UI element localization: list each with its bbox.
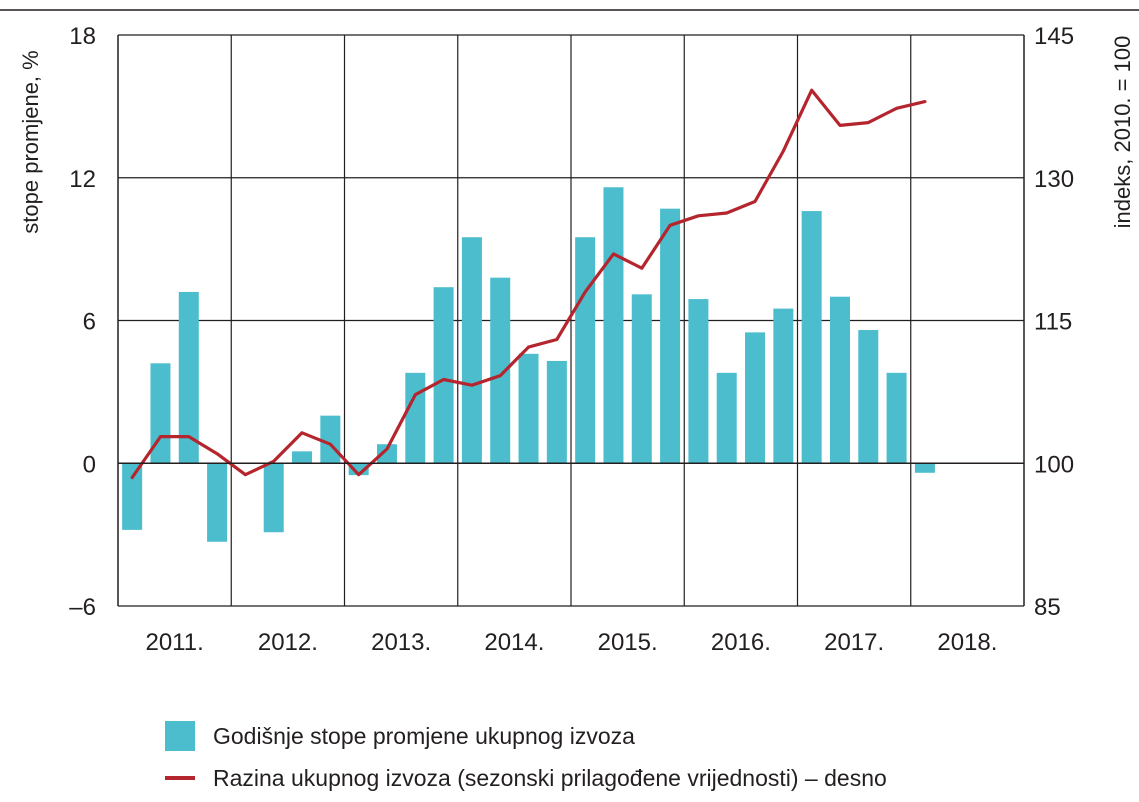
bar-20 bbox=[660, 208, 681, 464]
bar-1 bbox=[122, 463, 143, 530]
bar-18 bbox=[603, 187, 624, 464]
bar-9 bbox=[348, 463, 369, 476]
x-tick-label: 2013. bbox=[371, 629, 431, 656]
x-tick-label: 2014. bbox=[484, 629, 544, 656]
x-tick-label: 2016. bbox=[711, 629, 771, 656]
legend-item-bars: Godišnje stope promjene ukupnog izvoza bbox=[165, 718, 887, 754]
bar-7 bbox=[292, 451, 313, 464]
bar-29 bbox=[914, 463, 935, 473]
plot-frame bbox=[117, 35, 1025, 606]
y-right-tick-label: 145 bbox=[1034, 23, 1074, 50]
x-tick-label: 2017. bbox=[824, 629, 884, 656]
bar-8 bbox=[320, 415, 341, 464]
bar-28 bbox=[886, 372, 907, 464]
y-left-tick-label: 18 bbox=[69, 23, 96, 50]
y-right-tick-label: 85 bbox=[1034, 594, 1061, 621]
bar-21 bbox=[688, 299, 709, 464]
bar-26 bbox=[829, 296, 850, 464]
bar-2 bbox=[150, 363, 171, 464]
gridlines bbox=[118, 34, 1024, 607]
tick-labels: 18 12 6 0 –6 145 130 115 100 85 2011. 2012. 2013. 201… bbox=[69, 23, 1074, 656]
legend-label-line: Razina ukupnog izvoza (sezonski prilagođ… bbox=[213, 764, 887, 791]
bar-17 bbox=[575, 237, 596, 464]
bar-6 bbox=[263, 463, 284, 533]
bar-15 bbox=[518, 353, 539, 464]
bar-22 bbox=[716, 372, 737, 464]
y-left-tick-label: –6 bbox=[69, 594, 96, 621]
x-tick-label: 2018. bbox=[937, 629, 997, 656]
bar-16 bbox=[546, 360, 567, 464]
y-left-tick-label: 0 bbox=[83, 451, 96, 478]
bar-12 bbox=[433, 287, 454, 464]
bar-series bbox=[122, 187, 935, 542]
bar-13 bbox=[461, 237, 482, 464]
y-left-tick-label: 6 bbox=[83, 309, 96, 336]
y-right-tick-label: 115 bbox=[1034, 309, 1072, 336]
y-right-tick-label: 130 bbox=[1034, 166, 1074, 193]
x-tick-label: 2011. bbox=[145, 629, 203, 656]
legend-label-bars: Godišnje stope promjene ukupnog izvoza bbox=[213, 722, 635, 749]
bar-25 bbox=[801, 211, 822, 464]
bar-10 bbox=[376, 444, 397, 464]
y-right-tick-label: 100 bbox=[1034, 451, 1074, 478]
x-tick-label: 2015. bbox=[598, 629, 658, 656]
y-axis-left-title: stope promjene, % bbox=[18, 50, 43, 233]
bar-14 bbox=[490, 277, 511, 464]
legend-line-swatch bbox=[165, 776, 195, 780]
bar-24 bbox=[773, 308, 794, 464]
legend: Godišnje stope promjene ukupnog izvoza R… bbox=[165, 718, 887, 802]
bar-4 bbox=[207, 463, 228, 542]
x-tick-label: 2012. bbox=[258, 629, 318, 656]
legend-item-line: Razina ukupnog izvoza (sezonski prilagođ… bbox=[165, 760, 887, 796]
line-series bbox=[130, 88, 927, 480]
bar-11 bbox=[405, 372, 426, 464]
y-left-tick-label: 12 bbox=[69, 166, 96, 193]
line-export-level bbox=[130, 88, 927, 480]
legend-bar-swatch bbox=[165, 721, 195, 751]
bar-27 bbox=[858, 330, 879, 464]
bar-23 bbox=[745, 332, 766, 464]
bar-3 bbox=[178, 291, 199, 464]
y-axis-right-title: indeks, 2010. = 100 bbox=[1110, 36, 1135, 229]
bar-19 bbox=[631, 294, 652, 464]
